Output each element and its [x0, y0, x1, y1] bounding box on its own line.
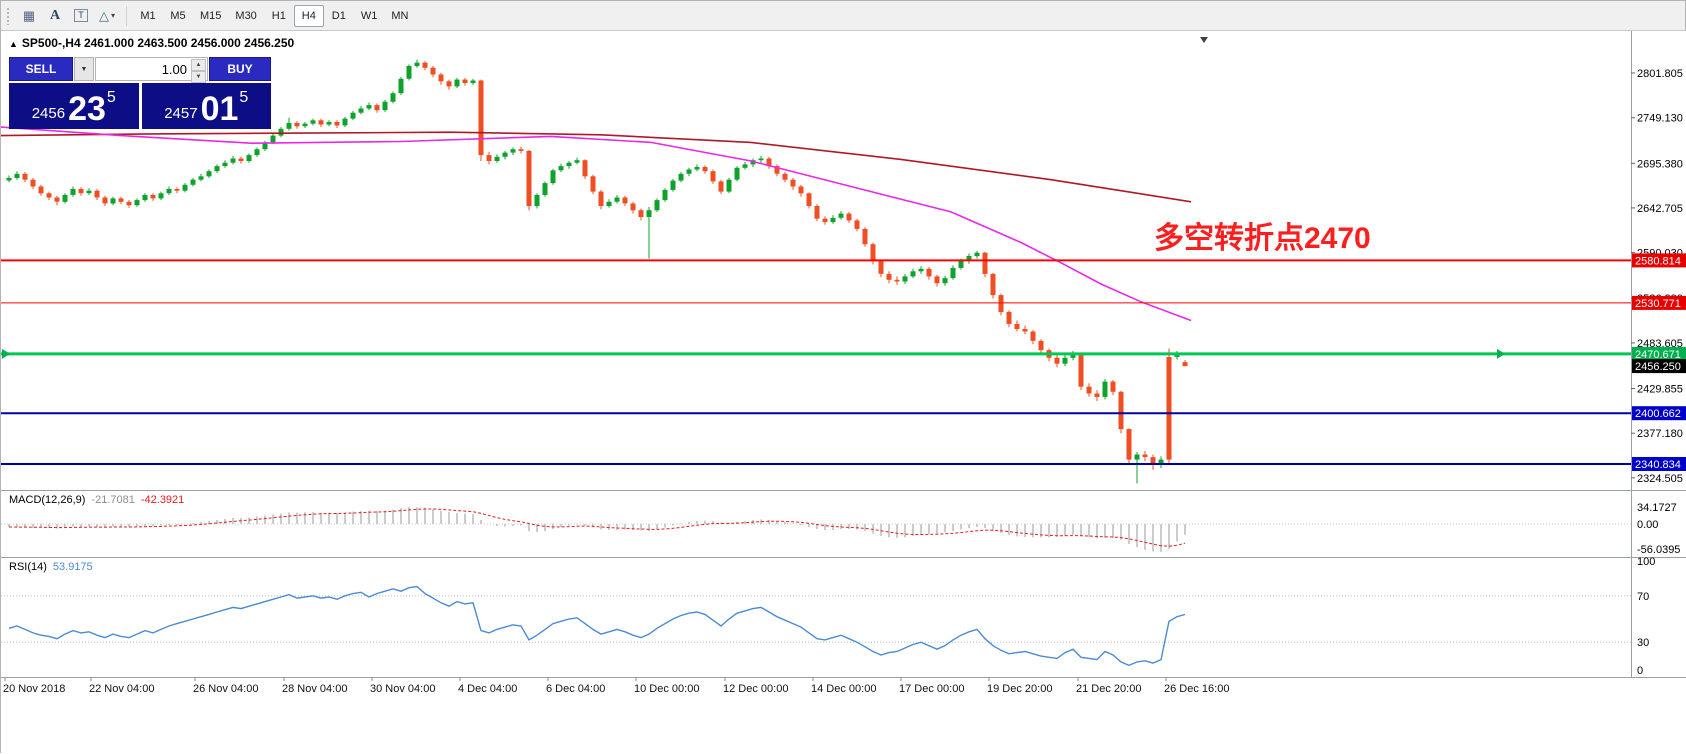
svg-text:19 Dec 20:00: 19 Dec 20:00 [987, 683, 1052, 695]
svg-text:30 Nov 04:00: 30 Nov 04:00 [370, 683, 435, 695]
timeframe-w1-button[interactable]: W1 [354, 5, 385, 27]
svg-text:28 Nov 04:00: 28 Nov 04:00 [282, 683, 347, 695]
macd-header: MACD(12,26,9) -21.7081 -42.3921 [9, 494, 184, 506]
bid-price-big: 23 [68, 90, 106, 129]
svg-text:2695.380: 2695.380 [1637, 158, 1683, 170]
chart-canvas[interactable]: 2801.8052749.1302695.3802642.7052590.030… [1, 31, 1686, 754]
svg-text:2530.771: 2530.771 [1635, 298, 1681, 310]
bid-price-display[interactable]: 2456 23 5 [9, 83, 139, 129]
text-box-tool-button[interactable]: T [69, 5, 93, 27]
rsi-header: RSI(14) 53.9175 [9, 561, 93, 573]
timeframe-d1-button[interactable]: D1 [324, 5, 354, 27]
macd-signal-value: -42.3921 [140, 494, 185, 506]
svg-text:0.00: 0.00 [1637, 519, 1658, 531]
ask-price-big: 01 [200, 90, 239, 129]
svg-text:2456.250: 2456.250 [1635, 361, 1681, 373]
svg-text:6 Dec 04:00: 6 Dec 04:00 [546, 683, 605, 695]
toolbar-grip[interactable] [6, 6, 11, 25]
ask-price-small: 2457 [164, 105, 198, 122]
chart-area: 2801.8052749.1302695.3802642.7052590.030… [1, 31, 1686, 754]
text-label-tool-button[interactable]: A [43, 5, 67, 27]
svg-text:4 Dec 04:00: 4 Dec 04:00 [458, 683, 517, 695]
svg-text:22 Nov 04:00: 22 Nov 04:00 [89, 683, 154, 695]
timeframe-m5-button[interactable]: M5 [163, 5, 193, 27]
svg-text:2642.705: 2642.705 [1637, 203, 1683, 215]
svg-text:0: 0 [1637, 665, 1643, 677]
svg-text:12 Dec 00:00: 12 Dec 00:00 [723, 683, 788, 695]
svg-text:2324.505: 2324.505 [1637, 473, 1683, 485]
svg-text:-56.0395: -56.0395 [1637, 544, 1680, 556]
bid-price-pipette: 5 [106, 89, 116, 106]
letter-a-icon: A [49, 7, 61, 23]
svg-text:30: 30 [1637, 637, 1649, 649]
macd-label: MACD(12,26,9) [9, 494, 86, 506]
volume-spinner: ▲ ▼ [191, 59, 206, 83]
spinner-up-icon[interactable]: ▲ [191, 59, 206, 71]
sell-button[interactable]: SELL [9, 57, 73, 81]
text-box-icon: T [74, 9, 88, 22]
toolbar: ▦ A T △ ▾ M1 M5 M15 M30 H1 H4 D1 W1 MN [1, 1, 1685, 31]
rsi-value: 53.9175 [52, 561, 93, 573]
svg-text:2400.662: 2400.662 [1635, 408, 1681, 420]
svg-text:21 Dec 20:00: 21 Dec 20:00 [1076, 683, 1141, 695]
shapes-tool-button[interactable]: △ ▾ [95, 5, 119, 27]
chevron-down-icon: ▾ [110, 11, 115, 20]
chart-annotation: 多空转折点2470 [1154, 222, 1371, 255]
one-click-trading-panel: SELL ▼ ▲ ▼ BUY 2456 23 5 245 [9, 57, 271, 129]
grid-tool-button[interactable]: ▦ [17, 5, 41, 27]
grid-icon: ▦ [22, 8, 36, 23]
svg-text:2580.814: 2580.814 [1635, 255, 1681, 267]
spinner-down-icon[interactable]: ▼ [191, 71, 206, 83]
svg-text:17 Dec 00:00: 17 Dec 00:00 [899, 683, 964, 695]
rsi-label: RSI(14) [9, 561, 47, 573]
toolbar-separator [126, 5, 127, 26]
ask-price-display[interactable]: 2457 01 5 [141, 83, 271, 129]
svg-text:70: 70 [1637, 591, 1649, 603]
volume-input[interactable] [96, 58, 207, 80]
timeframe-m1-button[interactable]: M1 [133, 5, 163, 27]
timeframe-m15-button[interactable]: M15 [193, 5, 228, 27]
macd-main-value: -21.7081 [91, 494, 135, 506]
symbol-header: ▲ SP500-,H4 2461.000 2463.500 2456.000 24… [9, 36, 294, 50]
svg-text:2377.180: 2377.180 [1637, 428, 1683, 440]
svg-text:2470.671: 2470.671 [1635, 349, 1681, 361]
ask-price-pipette: 5 [239, 89, 249, 106]
timeframe-h1-button[interactable]: H1 [264, 5, 294, 27]
svg-text:2429.855: 2429.855 [1637, 384, 1683, 396]
symbol-ohlc-text: SP500-,H4 2461.000 2463.500 2456.000 245… [21, 36, 295, 50]
bid-price-small: 2456 [31, 105, 66, 122]
shapes-icon: △ [98, 8, 109, 23]
svg-text:2340.834: 2340.834 [1635, 459, 1681, 471]
volume-field: ▲ ▼ [95, 57, 208, 83]
svg-text:20 Nov 2018: 20 Nov 2018 [3, 683, 65, 695]
svg-text:100: 100 [1637, 556, 1655, 568]
timeframe-h4-button[interactable]: H4 [293, 4, 324, 27]
svg-text:2749.130: 2749.130 [1637, 113, 1683, 125]
svg-text:26 Dec 16:00: 26 Dec 16:00 [1164, 683, 1229, 695]
timeframe-m30-button[interactable]: M30 [228, 5, 263, 27]
svg-text:34.1727: 34.1727 [1637, 502, 1677, 514]
svg-text:14 Dec 00:00: 14 Dec 00:00 [811, 683, 876, 695]
svg-text:2801.805: 2801.805 [1637, 68, 1683, 80]
svg-text:26 Nov 04:00: 26 Nov 04:00 [193, 683, 258, 695]
volume-dropdown-button[interactable]: ▼ [74, 57, 94, 81]
expand-arrow-icon: ▲ [9, 39, 18, 49]
chevron-down-icon: ▼ [80, 65, 88, 73]
buy-button[interactable]: BUY [209, 57, 271, 81]
timeframe-mn-button[interactable]: MN [384, 5, 415, 27]
svg-text:10 Dec 00:00: 10 Dec 00:00 [634, 683, 699, 695]
